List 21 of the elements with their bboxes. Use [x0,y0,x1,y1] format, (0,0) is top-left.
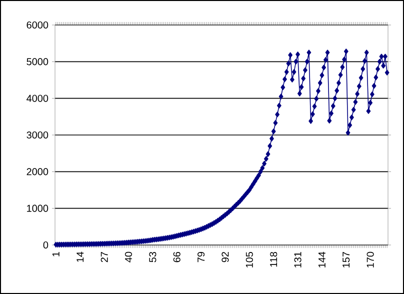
y-tick-label: 2000 [26,168,48,176]
y-tick-label: 0 [43,241,48,249]
y-tick-label: 4000 [26,94,48,102]
y-tick-label: 6000 [26,21,48,29]
x-tick-label: 27 [100,252,108,262]
x-tick-label: 157 [342,252,350,268]
x-tick-label: 14 [76,252,84,262]
y-tick-label: 5000 [26,58,48,66]
x-tick-label: 53 [149,252,156,262]
y-tick-label: 1000 [27,204,48,212]
x-tick-label: 40 [124,252,132,262]
x-tick-label: 105 [246,252,253,268]
x-tick-label: 1 [52,252,60,256]
x-tick-label: 144 [318,252,326,268]
x-tick-label: 131 [294,252,302,268]
y-tick-label: 3000 [26,131,48,139]
x-tick-label: 92 [222,252,229,262]
x-tick-label: 118 [270,252,278,267]
x-tick-label: 66 [173,252,180,262]
x-tick-label: 170 [366,252,374,268]
x-tick-label: 79 [198,252,205,262]
